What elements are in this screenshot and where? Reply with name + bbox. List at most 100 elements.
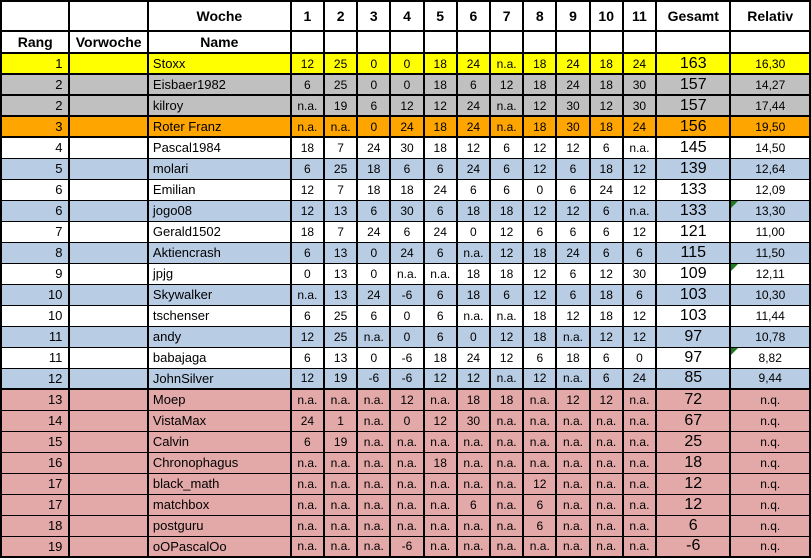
week-cell[interactable]: 0 xyxy=(389,304,425,327)
week-cell[interactable]: n.a. xyxy=(289,283,325,306)
week-cell[interactable]: 6 xyxy=(422,157,458,180)
week-cell[interactable]: 30 xyxy=(555,115,591,138)
week-cell[interactable]: n.a. xyxy=(555,493,591,516)
week-number-header-cell[interactable]: 5 xyxy=(422,0,458,32)
week-cell[interactable]: 6 xyxy=(588,199,624,222)
week-number-header-cell[interactable]: 7 xyxy=(488,0,525,32)
week-cell[interactable]: 6 xyxy=(455,493,492,516)
week-cell[interactable]: 24 xyxy=(555,73,591,96)
week-cell[interactable]: n.a. xyxy=(488,451,525,474)
week-cell[interactable]: 18 xyxy=(422,73,458,96)
vorwoche-cell[interactable] xyxy=(68,94,149,117)
rank-cell[interactable]: 4 xyxy=(0,136,71,159)
blank-header-cell[interactable] xyxy=(488,30,525,54)
week-cell[interactable]: n.a. xyxy=(555,325,591,348)
week-cell[interactable]: 6 xyxy=(356,304,392,327)
week-cell[interactable]: 12 xyxy=(555,136,591,159)
week-cell[interactable]: 18 xyxy=(356,178,392,201)
week-cell[interactable]: 12 xyxy=(289,52,325,75)
week-cell[interactable]: 18 xyxy=(588,304,624,327)
week-cell[interactable]: 12 xyxy=(422,94,458,117)
week-cell[interactable]: 0 xyxy=(389,52,425,75)
week-cell[interactable]: 6 xyxy=(555,283,591,306)
name-cell[interactable]: Emilian xyxy=(146,178,292,201)
gesamt-cell[interactable]: 12 xyxy=(655,472,732,495)
week-cell[interactable]: 12 xyxy=(455,367,492,390)
week-cell[interactable]: 0 xyxy=(389,409,425,432)
week-cell[interactable]: 18 xyxy=(522,73,558,96)
week-cell[interactable]: 12 xyxy=(588,94,624,117)
week-cell[interactable]: 0 xyxy=(356,241,392,264)
relativ-cell[interactable]: n.q. xyxy=(729,409,811,432)
week-cell[interactable]: 18 xyxy=(588,283,624,306)
vorwoche-cell[interactable] xyxy=(68,115,149,138)
rank-cell[interactable]: 11 xyxy=(0,325,71,348)
week-cell[interactable]: 6 xyxy=(422,283,458,306)
week-cell[interactable]: 24 xyxy=(389,115,425,138)
blank-header-cell[interactable] xyxy=(555,30,591,54)
vorwoche-cell[interactable] xyxy=(68,388,149,411)
rank-cell[interactable]: 12 xyxy=(0,367,71,390)
gesamt-cell[interactable]: 12 xyxy=(655,493,732,516)
week-cell[interactable]: 12 xyxy=(588,262,624,285)
week-cell[interactable]: 30 xyxy=(455,409,492,432)
week-cell[interactable]: n.a. xyxy=(289,115,325,138)
week-cell[interactable]: 25 xyxy=(322,304,359,327)
week-cell[interactable]: 6 xyxy=(422,304,458,327)
name-cell[interactable]: andy xyxy=(146,325,292,348)
week-cell[interactable]: 24 xyxy=(621,115,658,138)
week-cell[interactable]: n.a. xyxy=(588,493,624,516)
week-cell[interactable]: 12 xyxy=(422,409,458,432)
week-cell[interactable]: n.a. xyxy=(389,262,425,285)
corner-blank-cell[interactable] xyxy=(0,0,71,32)
week-cell[interactable]: n.a. xyxy=(289,535,325,558)
vorwoche-cell[interactable] xyxy=(68,367,149,390)
vorwoche-cell[interactable] xyxy=(68,304,149,327)
week-cell[interactable]: -6 xyxy=(389,346,425,369)
week-cell[interactable]: 12 xyxy=(555,304,591,327)
name-cell[interactable]: oOPascalOo xyxy=(146,535,292,558)
week-cell[interactable]: 6 xyxy=(555,220,591,243)
vorwoche-cell[interactable] xyxy=(68,346,149,369)
week-cell[interactable]: 6 xyxy=(488,157,525,180)
week-cell[interactable]: 30 xyxy=(389,136,425,159)
blank-header-cell[interactable] xyxy=(729,30,811,54)
week-cell[interactable]: 12 xyxy=(522,157,558,180)
week-cell[interactable]: 12 xyxy=(488,325,525,348)
rank-cell[interactable]: 17 xyxy=(0,493,71,516)
rank-cell[interactable]: 5 xyxy=(0,157,71,180)
week-cell[interactable]: -6 xyxy=(389,367,425,390)
gesamt-cell[interactable]: 115 xyxy=(655,241,732,264)
week-cell[interactable]: n.a. xyxy=(555,367,591,390)
week-cell[interactable]: n.a. xyxy=(356,325,392,348)
week-cell[interactable]: n.a. xyxy=(588,514,624,537)
week-cell[interactable]: n.a. xyxy=(422,514,458,537)
vorwoche-cell[interactable] xyxy=(68,514,149,537)
week-cell[interactable]: 18 xyxy=(522,325,558,348)
week-cell[interactable]: n.a. xyxy=(588,472,624,495)
week-cell[interactable]: n.a. xyxy=(455,535,492,558)
week-cell[interactable]: 18 xyxy=(488,388,525,411)
week-cell[interactable]: 24 xyxy=(356,283,392,306)
week-cell[interactable]: 18 xyxy=(356,157,392,180)
week-cell[interactable]: n.a. xyxy=(621,430,658,453)
relativ-cell[interactable]: n.q. xyxy=(729,514,811,537)
name-cell[interactable]: postguru xyxy=(146,514,292,537)
gesamt-cell[interactable]: 18 xyxy=(655,451,732,474)
week-cell[interactable]: 12 xyxy=(422,367,458,390)
gesamt-cell[interactable]: 139 xyxy=(655,157,732,180)
week-number-header-cell[interactable]: 4 xyxy=(389,0,425,32)
week-cell[interactable]: n.a. xyxy=(621,409,658,432)
week-cell[interactable]: n.a. xyxy=(422,430,458,453)
week-cell[interactable]: n.a. xyxy=(289,451,325,474)
week-cell[interactable]: n.a. xyxy=(422,472,458,495)
week-cell[interactable]: n.a. xyxy=(555,535,591,558)
week-cell[interactable]: 25 xyxy=(322,157,359,180)
relativ-cell[interactable]: 13,30 xyxy=(729,199,811,222)
name-cell[interactable]: Stoxx xyxy=(146,52,292,75)
name-cell[interactable]: Chronophagus xyxy=(146,451,292,474)
week-cell[interactable]: 25 xyxy=(322,325,359,348)
week-cell[interactable]: 0 xyxy=(356,73,392,96)
relativ-cell[interactable]: 12,64 xyxy=(729,157,811,180)
vorwoche-cell[interactable] xyxy=(68,157,149,180)
